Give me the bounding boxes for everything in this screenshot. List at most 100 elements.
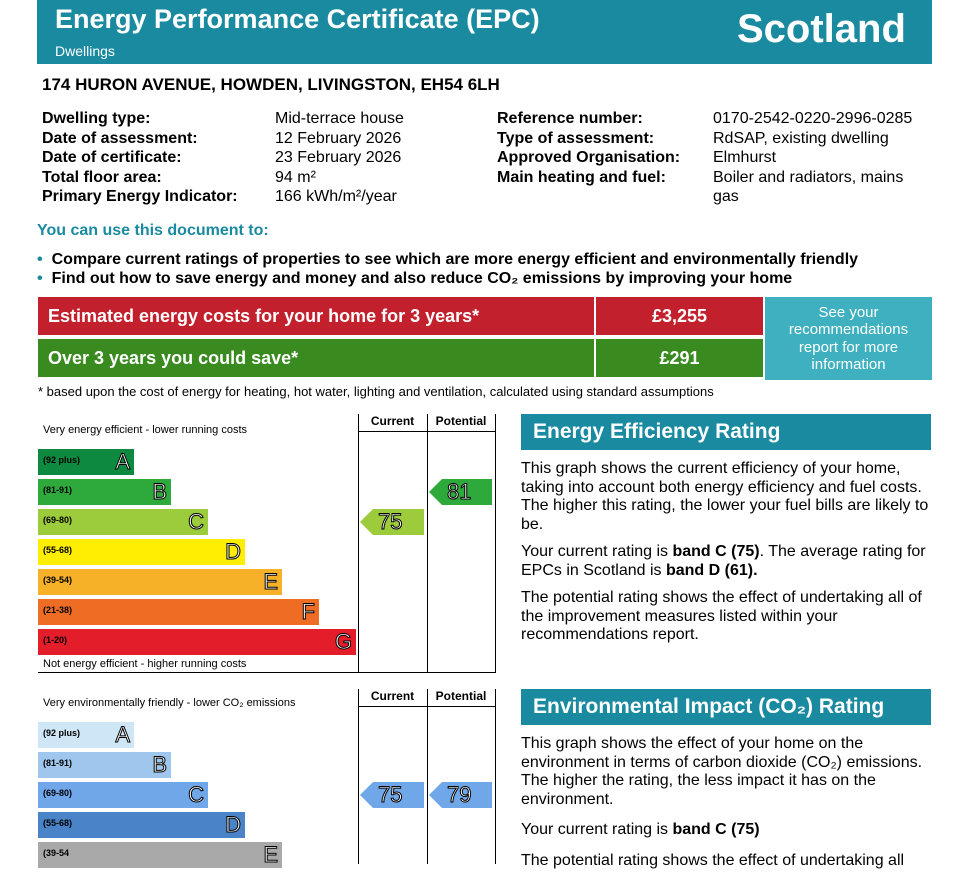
band-letter: E — [263, 569, 279, 595]
details-left-labels: Dwelling type: Date of assessment: Date of… — [42, 109, 238, 207]
detail-value: 166 kWh/m²/year — [275, 188, 397, 205]
detail-value: 0170-2542-0220-2996-0285 — [713, 110, 913, 127]
rating-value: 79 — [446, 782, 472, 808]
detail-label: Type of assessment: — [497, 129, 655, 147]
band-letter: F — [301, 599, 315, 625]
detail-label: Primary Energy Indicator: — [42, 188, 238, 205]
rating-band-a: (92 plus) A — [38, 449, 134, 475]
band-range: (81-91) — [43, 758, 73, 768]
eer-title: Energy Efficiency Rating — [521, 414, 931, 450]
chart-divider — [427, 689, 428, 864]
rating-band-f: (21-38) F — [38, 599, 319, 625]
detail-label: Dwelling type: — [42, 110, 151, 127]
rating-value: 75 — [377, 509, 403, 535]
chart-header-line — [358, 706, 495, 707]
eir-text: This graph shows the effect of your home… — [521, 735, 931, 879]
use-bullet-2: • Find out how to save energy and money a… — [37, 270, 793, 287]
eir-paragraph-3: The potential rating shows the effect of… — [521, 851, 905, 869]
chart-divider — [358, 689, 359, 864]
potential-rating-arrow: 81 — [429, 479, 492, 505]
detail-value: 94 m² — [275, 168, 316, 186]
potential-column-header: Potential — [435, 414, 487, 428]
band-letter: D — [225, 539, 242, 565]
rating-band-g: (1-20) G — [38, 629, 356, 655]
rating-band-d: (55-68) D — [38, 539, 245, 565]
savings-label: Over 3 years you could save* — [38, 339, 594, 377]
rating-value: 81 — [446, 479, 472, 505]
header-bar — [37, 0, 932, 64]
eer-paragraph-3: The potential rating shows the effect of… — [521, 589, 922, 643]
detail-label: Reference number: — [497, 110, 643, 127]
eir-paragraph-1: This graph shows the effect of your home… — [521, 735, 923, 808]
potential-rating-arrow: 79 — [429, 782, 492, 808]
chart-top-caption: Very environmentally friendly - lower CO… — [43, 697, 296, 709]
rating-band-c: (69-80) C — [38, 509, 208, 535]
rating-band-a: (92 plus) A — [38, 722, 134, 748]
current-column-header: Current — [370, 414, 415, 428]
detail-label: Date of assessment: — [42, 129, 198, 147]
eer-paragraph-2: Your current rating is band C (75). The … — [521, 543, 926, 579]
chart-top-caption: Very energy efficient - lower running co… — [43, 424, 248, 436]
cost-footnote: * based upon the cost of energy for heat… — [38, 384, 714, 399]
detail-value: Mid-terrace house — [275, 110, 404, 127]
band-letter: G — [334, 629, 352, 655]
band-range: (92 plus) — [43, 455, 81, 465]
band-range: (69-80) — [43, 515, 73, 525]
details-right-labels: Reference number: Type of assessment: Appr… — [497, 109, 680, 187]
band-range: (55-68) — [43, 818, 73, 828]
band-range: (55-68) — [43, 545, 73, 555]
property-address: 174 HURON AVENUE, HOWDEN, LIVINGSTON, EH… — [42, 75, 500, 94]
chart-divider — [495, 689, 496, 864]
rating-band-e: (39-54) E — [38, 569, 282, 595]
band-range: (81-91) — [43, 485, 73, 495]
energy-efficiency-chart: Current Potential Very energy efficient - … — [38, 414, 496, 673]
details-right-values: 0170-2542-0220-2996-0285 RdSAP, existing … — [713, 109, 928, 207]
band-letter: C — [188, 509, 205, 535]
eir-paragraph-2: Your current rating is band C (75) — [521, 821, 760, 838]
use-bullet-1: • Compare current ratings of properties t… — [37, 251, 859, 268]
rating-value: 75 — [377, 782, 403, 808]
rating-band-b: (81-91) B — [38, 479, 171, 505]
environmental-impact-chart: Current Potential Very environmentally fri… — [38, 689, 496, 868]
country-label: Scotland — [737, 7, 906, 51]
detail-label: Total floor area: — [42, 168, 162, 186]
chart-divider — [358, 414, 359, 673]
eir-title: Environmental Impact (CO₂) Rating — [521, 689, 931, 725]
see-recommendations-box[interactable]: See your recommendations report for more… — [765, 297, 932, 380]
current-rating-arrow: 75 — [360, 782, 424, 808]
eer-paragraph-1: This graph shows the current efficiency … — [521, 460, 929, 533]
rating-band-d: (55-68) D — [38, 812, 245, 838]
rating-band-e: (39-54 E — [38, 842, 282, 868]
band-range: (92 plus) — [43, 728, 81, 738]
chart-divider — [495, 414, 496, 673]
estimated-cost-value: £3,255 — [596, 297, 763, 335]
band-range: (39-54) — [43, 575, 73, 585]
detail-label: Date of certificate: — [42, 149, 182, 166]
current-column-header: Current — [370, 689, 415, 703]
detail-value: RdSAP, existing dwelling — [713, 129, 889, 147]
detail-value: 23 February 2026 — [275, 149, 402, 166]
band-letter: E — [263, 842, 279, 868]
eer-text: This graph shows the current efficiency … — [521, 460, 931, 654]
detail-value: Elmhurst — [713, 149, 777, 166]
band-letter: D — [225, 812, 242, 838]
chart-bottom-line — [38, 672, 496, 673]
chart-divider — [427, 414, 428, 673]
band-range: (21-38) — [43, 605, 73, 615]
chart-header-line — [358, 431, 495, 432]
chart-bottom-caption: Not energy efficient - higher running co… — [43, 658, 247, 670]
use-heading: You can use this document to: — [37, 222, 269, 239]
band-letter: C — [188, 782, 205, 808]
band-range: (69-80) — [43, 788, 73, 798]
band-letter: B — [152, 752, 168, 778]
rating-band-c: (69-80) C — [38, 782, 208, 808]
band-letter: B — [152, 479, 168, 505]
band-letter: A — [115, 722, 131, 748]
details-left-values: Mid-terrace house 12 February 2026 23 Febr… — [275, 109, 404, 207]
savings-value: £291 — [596, 339, 763, 377]
band-letter: A — [115, 449, 131, 475]
detail-label: Main heating and fuel: — [497, 168, 666, 186]
estimated-cost-label: Estimated energy costs for your home for… — [38, 297, 594, 335]
detail-value: 12 February 2026 — [275, 129, 402, 147]
detail-value: Boiler and radiators, mains gas — [713, 168, 904, 206]
